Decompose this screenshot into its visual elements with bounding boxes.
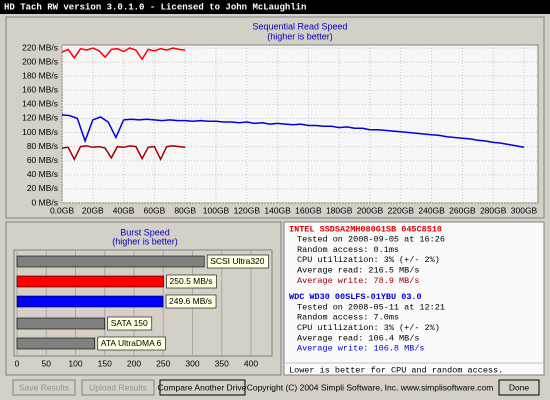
y-tick-label: 200 MB/s xyxy=(22,56,58,66)
button-frame[interactable] xyxy=(12,379,76,396)
button-frame[interactable] xyxy=(159,379,246,396)
done-button[interactable]: Done xyxy=(498,379,540,396)
x-tick-label: 280GB xyxy=(480,205,507,215)
y-tick-label: 140 MB/s xyxy=(22,99,58,109)
x-tick-label: 140GB xyxy=(264,205,291,215)
drive-detail: CPU utilization: 3% (+/- 2%) xyxy=(297,255,440,265)
x-tick-label: 200GB xyxy=(357,205,384,215)
drive-detail: Average read: 216.5 MB/s xyxy=(297,265,419,275)
x-tick-label: 220GB xyxy=(388,205,415,215)
drive-detail: Random access: 7.0ms xyxy=(297,313,399,323)
y-tick-label: 100 MB/s xyxy=(22,127,58,137)
drive-detail: Average write: 78.9 MB/s xyxy=(297,276,419,286)
button-label[interactable]: Compare Another Drive xyxy=(158,382,247,392)
y-tick-label: 220 MB/s xyxy=(22,42,58,52)
x-tick-label: 240GB xyxy=(418,205,445,215)
x-tick-label: 250 xyxy=(156,358,170,368)
drive-detail: Random access: 0.1ms xyxy=(297,245,399,255)
x-tick-label: 50 xyxy=(42,358,52,368)
y-tick-label: 60 MB/s xyxy=(27,155,58,165)
y-tick-label: 0 MB/s xyxy=(32,197,58,207)
drive-detail: CPU utilization: 3% (+/- 2%) xyxy=(297,323,440,333)
x-tick-label: 300GB xyxy=(511,205,538,215)
title-bar xyxy=(0,0,550,14)
bar xyxy=(16,275,164,288)
x-tick-label: 100GB xyxy=(203,205,230,215)
drive-detail: Tested on 2008-05-11 at 12:21 xyxy=(297,302,445,312)
x-tick-label: 200 xyxy=(127,358,141,368)
upload-button[interactable]: Upload Results xyxy=(81,379,155,396)
button-label[interactable]: Done xyxy=(509,382,530,392)
title-text: HD Tach RW version 3.0.1.0 - Licensed to… xyxy=(4,2,306,12)
x-tick-label: 350 xyxy=(215,358,229,368)
bar-label-box xyxy=(97,336,166,351)
button-label[interactable]: Upload Results xyxy=(89,382,147,392)
x-tick-label: 0.0GB xyxy=(50,205,74,215)
button-label[interactable]: Save Results xyxy=(19,382,69,392)
drive-detail: Tested on 2008-09-05 at 16:26 xyxy=(297,235,445,245)
x-tick-label: 260GB xyxy=(449,205,476,215)
x-tick-label: 20GB xyxy=(82,205,104,215)
drive-model: INTEL SSDSA2MH080G1SB 045C8510 xyxy=(289,224,442,234)
drive-model: WDC WD30 00SLFS-01YBU 03.0 xyxy=(289,292,422,302)
bar-label: 249.6 MB/s xyxy=(169,296,212,306)
x-tick-label: 60GB xyxy=(144,205,166,215)
x-tick-label: 180GB xyxy=(326,205,353,215)
bar xyxy=(16,295,164,308)
button-frame[interactable] xyxy=(498,379,540,396)
compare-button[interactable]: Compare Another Drive xyxy=(158,379,247,396)
bar-label: SATA 150 xyxy=(111,318,148,328)
button-frame[interactable] xyxy=(81,379,155,396)
info-note: Lower is better for CPU and random acces… xyxy=(289,365,503,375)
x-tick-label: 100 xyxy=(68,358,82,368)
bar xyxy=(16,337,96,350)
x-tick-label: 80GB xyxy=(174,205,196,215)
info-panel xyxy=(283,221,545,376)
bar-label: SCSI Ultra320 xyxy=(210,256,265,266)
y-tick-label: 20 MB/s xyxy=(27,183,58,193)
x-tick-label: 160GB xyxy=(295,205,322,215)
x-tick-label: 120GB xyxy=(234,205,261,215)
read-line xyxy=(61,47,186,61)
read-plot xyxy=(61,44,539,204)
drive-detail: Average write: 106.8 MB/s xyxy=(297,344,425,354)
bar xyxy=(16,255,205,268)
burst-title: Burst Speed xyxy=(120,227,170,237)
y-tick-label: 40 MB/s xyxy=(27,169,58,179)
read-title: Sequential Read Speed xyxy=(252,21,347,31)
x-tick-label: 400 xyxy=(244,358,258,368)
x-tick-label: 0 xyxy=(15,358,20,368)
y-tick-label: 160 MB/s xyxy=(22,85,58,95)
bar xyxy=(16,317,106,330)
bar-label: 250.5 MB/s xyxy=(170,276,213,286)
burst-subtitle: (higher is better) xyxy=(112,236,178,246)
read-line xyxy=(61,114,525,149)
save-button[interactable]: Save Results xyxy=(12,379,76,396)
y-tick-label: 80 MB/s xyxy=(27,141,58,151)
x-tick-label: 40GB xyxy=(113,205,135,215)
x-tick-label: 300 xyxy=(185,358,199,368)
copyright: Copyright (C) 2004 Simpli Software, Inc.… xyxy=(247,382,494,392)
bar-label-box xyxy=(107,316,153,331)
bar-label-box xyxy=(166,274,217,289)
x-tick-label: 150 xyxy=(98,358,112,368)
y-tick-label: 120 MB/s xyxy=(22,113,58,123)
drive-detail: Average read: 106.4 MB/s xyxy=(297,333,419,343)
y-tick-label: 180 MB/s xyxy=(22,70,58,80)
read-subtitle: (higher is better) xyxy=(267,31,333,41)
bar-label-box xyxy=(206,254,269,269)
bar-label-box xyxy=(165,294,217,309)
bar-label: ATA UltraDMA 6 xyxy=(101,338,162,348)
read-line xyxy=(61,145,186,162)
